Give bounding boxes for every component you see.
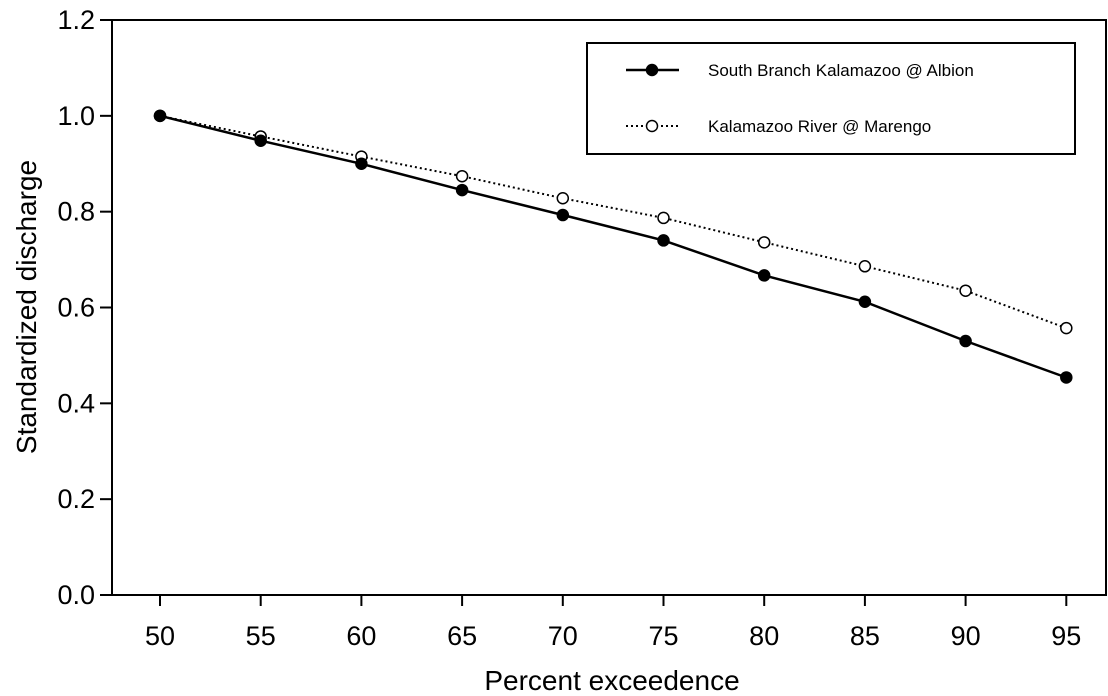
legend: South Branch Kalamazoo @ Albion Kalamazo…	[586, 42, 1076, 155]
y-tick-label: 0.6	[57, 293, 95, 323]
data-point-marengo	[858, 260, 872, 273]
y-tick-label: 0.8	[57, 197, 95, 227]
data-point-marengo	[657, 211, 670, 225]
axis-ticks: 0.0 0.2 0.4 0.6 0.8 1.0 1.2 50 55 60 65 70 75 80 85 90 9…	[57, 5, 1081, 651]
x-axis-title: Percent exceedence	[484, 665, 739, 696]
x-tick-label: 55	[246, 621, 276, 651]
data-point-marengo	[455, 169, 469, 183]
legend-label-marengo: Kalamazoo River @ Marengo	[708, 117, 931, 136]
plot-marks	[153, 109, 1073, 384]
data-point-albion	[153, 109, 167, 123]
data-point-albion	[355, 157, 368, 170]
x-tick-label: 75	[648, 621, 678, 651]
y-tick-label: 0.0	[57, 580, 95, 610]
legend-marker-marengo	[645, 119, 659, 133]
y-tick-label: 1.2	[57, 5, 95, 35]
data-point-albion	[556, 208, 570, 222]
data-point-albion	[1060, 371, 1073, 384]
data-point-marengo	[959, 284, 972, 297]
legend-marker-albion	[645, 63, 659, 77]
x-tick-label: 50	[145, 621, 175, 651]
x-tick-label: 85	[850, 621, 880, 651]
x-tick-label: 60	[346, 621, 376, 651]
data-point-albion	[858, 295, 872, 308]
y-tick-label: 0.2	[57, 484, 95, 514]
series-line-albion	[159, 114, 1067, 379]
data-point-albion	[254, 134, 267, 147]
y-axis-title: Standardized discharge	[11, 160, 42, 454]
x-tick-label: 90	[951, 621, 981, 651]
data-point-marengo	[1060, 321, 1073, 335]
x-tick-label: 95	[1051, 621, 1081, 651]
legend-label-albion: South Branch Kalamazoo @ Albion	[708, 61, 974, 80]
y-tick-label: 1.0	[57, 101, 95, 131]
data-point-marengo	[556, 192, 570, 205]
x-tick-label: 70	[548, 621, 578, 651]
legend-box	[586, 42, 1076, 155]
data-point-albion	[657, 234, 670, 247]
y-tick-label: 0.4	[57, 388, 95, 418]
data-point-albion	[959, 334, 972, 348]
x-tick-label: 65	[447, 621, 477, 651]
data-point-albion	[455, 183, 469, 197]
data-point-marengo	[757, 236, 771, 249]
data-point-albion	[757, 269, 771, 282]
x-tick-label: 80	[749, 621, 779, 651]
